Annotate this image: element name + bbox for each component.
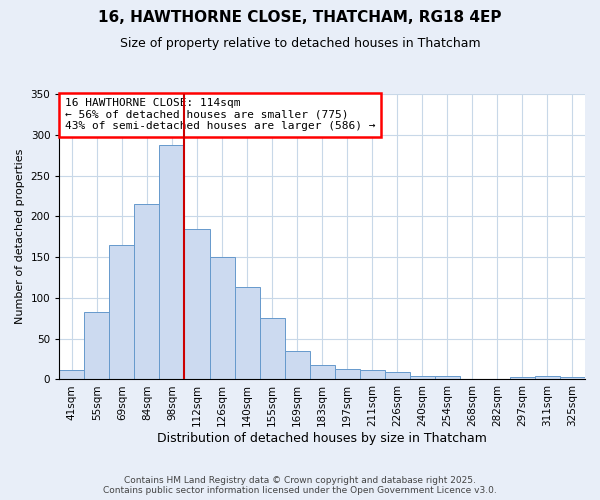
Bar <box>209 257 235 380</box>
Bar <box>160 144 184 380</box>
Text: Size of property relative to detached houses in Thatcham: Size of property relative to detached ho… <box>119 38 481 51</box>
Bar <box>410 376 435 380</box>
Bar <box>235 288 260 380</box>
Bar <box>59 370 85 380</box>
Bar <box>385 372 410 380</box>
Bar <box>184 228 209 380</box>
Text: Contains HM Land Registry data © Crown copyright and database right 2025.
Contai: Contains HM Land Registry data © Crown c… <box>103 476 497 495</box>
Bar <box>109 245 134 380</box>
Text: 16 HAWTHORNE CLOSE: 114sqm
← 56% of detached houses are smaller (775)
43% of sem: 16 HAWTHORNE CLOSE: 114sqm ← 56% of deta… <box>65 98 375 132</box>
Y-axis label: Number of detached properties: Number of detached properties <box>15 149 25 324</box>
Bar <box>535 376 560 380</box>
Bar <box>360 370 385 380</box>
Bar <box>85 312 109 380</box>
Bar <box>310 365 335 380</box>
Bar <box>260 318 284 380</box>
Bar <box>460 378 485 380</box>
Bar <box>560 377 585 380</box>
Bar <box>435 376 460 380</box>
Bar <box>134 204 160 380</box>
Text: 16, HAWTHORNE CLOSE, THATCHAM, RG18 4EP: 16, HAWTHORNE CLOSE, THATCHAM, RG18 4EP <box>98 10 502 25</box>
Bar <box>510 377 535 380</box>
X-axis label: Distribution of detached houses by size in Thatcham: Distribution of detached houses by size … <box>157 432 487 445</box>
Bar <box>335 369 360 380</box>
Bar <box>284 351 310 380</box>
